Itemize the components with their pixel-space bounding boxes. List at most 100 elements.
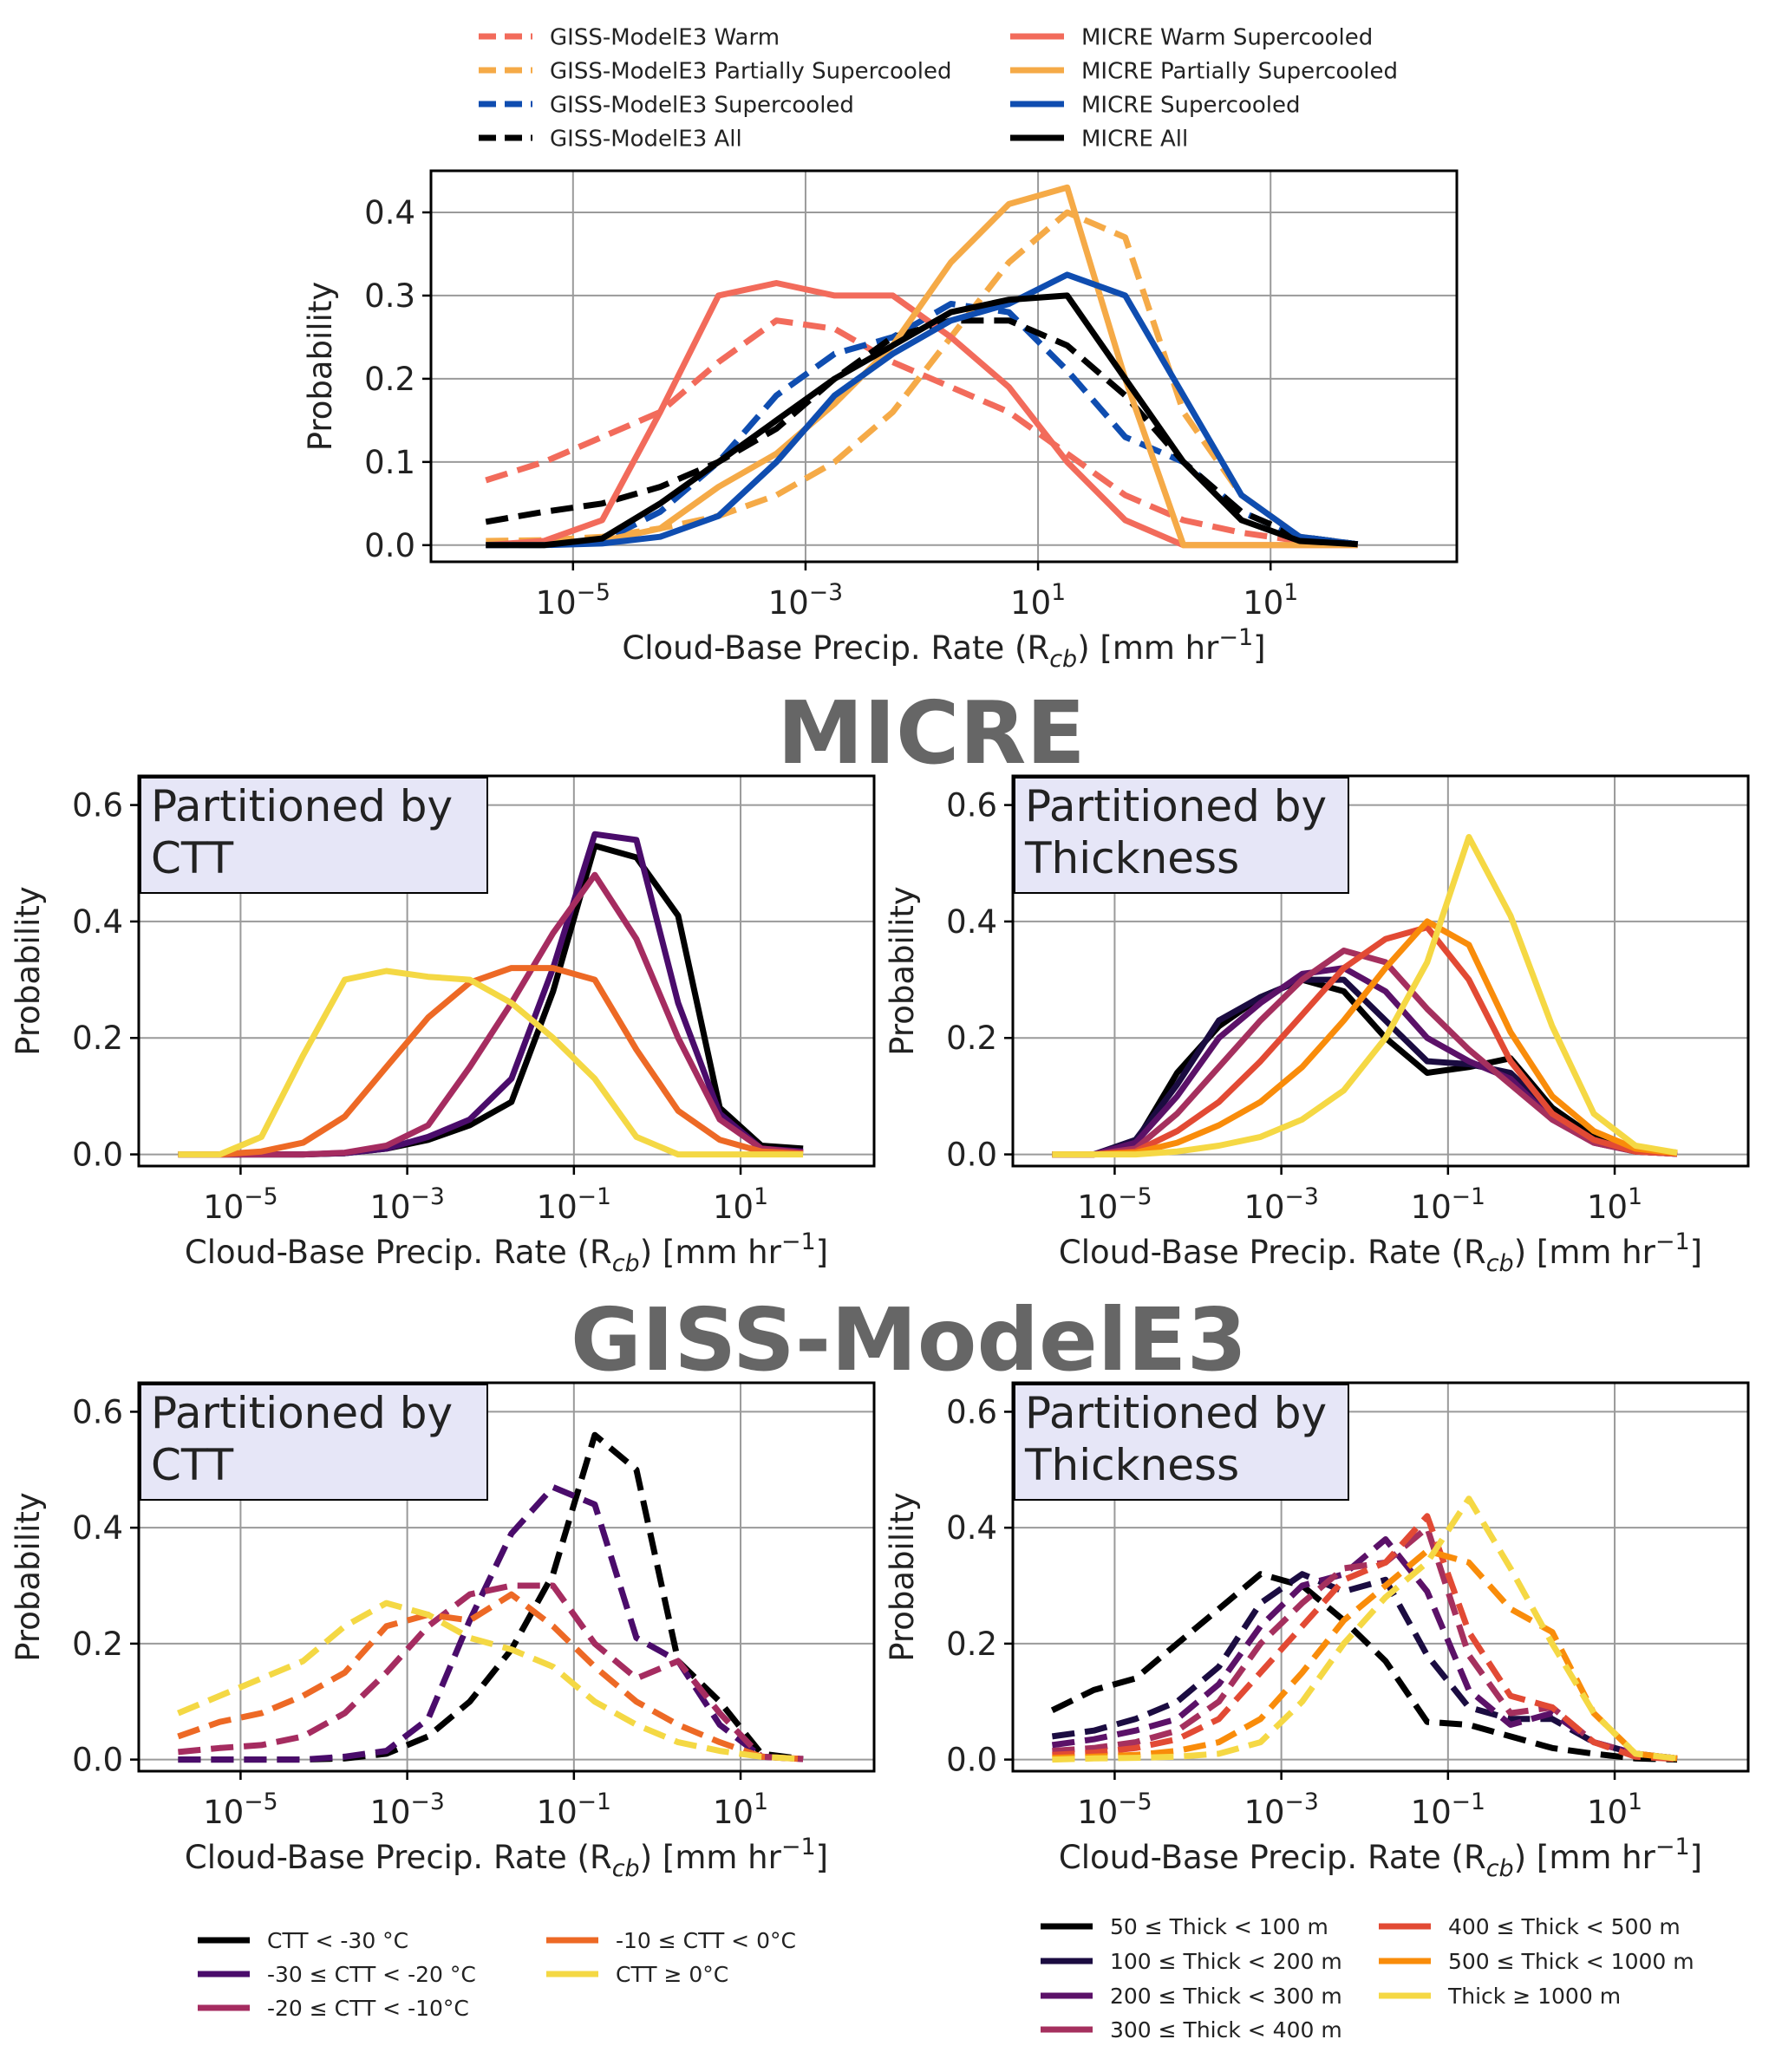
- y-tick-label: 0.6: [946, 787, 997, 824]
- y-tick-label: 0.1: [364, 444, 415, 481]
- x-tick-label: 101: [713, 1789, 768, 1831]
- partition-label-line: CTT: [151, 833, 234, 883]
- x-axis-label: Cloud-Base Precip. Rate (Rcb) [mm hr−1]: [185, 1834, 828, 1882]
- legend-entry: -20 ≤ CTT < -10°C: [198, 1996, 469, 2021]
- plot-frame: [429, 169, 1459, 564]
- y-axis-label: Probability: [10, 886, 47, 1056]
- legend-label: MICRE Warm Supercooled: [1081, 24, 1373, 50]
- chart-micre-thickness: 10−5 10−3 10−1 101 0.0 0.2 0.4 0.6 Cloud-Base Pr…: [884, 774, 1750, 1277]
- partition-label-line: Partitioned by: [1025, 1388, 1327, 1438]
- x-tick-label: 101: [713, 1183, 768, 1226]
- series-line: [1052, 924, 1678, 1158]
- legend-label: MICRE Partially Supercooled: [1081, 58, 1398, 84]
- x-tick-label: 10−3: [768, 579, 843, 622]
- legend-entry: MICRE Warm Supercooled: [1010, 24, 1373, 50]
- x-tick-label: 10−3: [1244, 1789, 1318, 1831]
- x-tick-label: 10−5: [536, 579, 610, 622]
- legend-label: 100 ≤ Thick < 200 m: [1110, 1949, 1342, 1974]
- legend-entry: 400 ≤ Thick < 500 m: [1379, 1914, 1681, 1939]
- x-tick-label: 101: [1587, 1183, 1642, 1226]
- legend-entry: -30 ≤ CTT < -20 °C: [198, 1962, 476, 1987]
- partition-label-line: Partitioned by: [151, 781, 453, 831]
- y-tick-label: 0.2: [946, 1020, 997, 1057]
- y-tick-label: 0.6: [72, 787, 123, 824]
- legend-entry: GISS-ModelE3 Warm: [479, 24, 780, 50]
- legend-label: GISS-ModelE3 Warm: [550, 24, 780, 50]
- legend-label: Thick ≥ 1000 m: [1447, 1984, 1621, 2009]
- legend-entry: MICRE All: [1010, 126, 1188, 152]
- x-tick-label: 10−3: [369, 1183, 444, 1226]
- partition-label-line: Partitioned by: [151, 1388, 453, 1438]
- chart-micre-ctt: 10−5 10−3 10−1 101 0.0 0.2 0.4 0.6 Cloud-Base Pr…: [10, 774, 876, 1277]
- y-axis-label: Probability: [10, 1492, 47, 1662]
- series-line: [178, 871, 804, 1158]
- series-line: [178, 968, 804, 1158]
- legend-entry: CTT < -30 °C: [198, 1928, 408, 1953]
- series-line: [485, 317, 1358, 548]
- x-tick-label: 10−1: [1411, 1789, 1485, 1831]
- series-line: [1052, 1547, 1678, 1762]
- plot-frame: [1011, 774, 1750, 1168]
- legend-entry: GISS-ModelE3 Supercooled: [479, 92, 854, 118]
- legend-entry: 500 ≤ Thick < 1000 m: [1379, 1949, 1694, 1974]
- y-tick-label: 0.0: [72, 1137, 123, 1174]
- partition-label-box: [140, 777, 488, 894]
- legend-label: 400 ≤ Thick < 500 m: [1448, 1914, 1681, 1939]
- y-axis-label: Probability: [884, 1492, 921, 1662]
- legend-label: GISS-ModelE3 All: [550, 126, 742, 152]
- x-tick-label: 101: [1243, 579, 1298, 622]
- series-line: [486, 292, 1358, 549]
- series-line: [177, 1600, 804, 1763]
- micre-section-title: MICRE: [777, 682, 1085, 784]
- x-tick-label: 101: [1587, 1789, 1642, 1831]
- legend-entry: MICRE Partially Supercooled: [1010, 58, 1398, 84]
- ctt-legend: CTT < -30 °C -30 ≤ CTT < -20 °C -20 ≤ CTT …: [198, 1928, 796, 2021]
- y-tick-label: 0.4: [72, 1509, 123, 1547]
- legend-entry: 50 ≤ Thick < 100 m: [1041, 1914, 1328, 1939]
- chart-giss-ctt: 10−5 10−3 10−1 101 0.0 0.2 0.4 0.6 Cloud-Base Pr…: [10, 1381, 876, 1882]
- partition-label-line: CTT: [151, 1440, 234, 1490]
- partition-label-line: Thickness: [1024, 833, 1239, 883]
- y-tick-label: 0.6: [946, 1393, 997, 1430]
- series-line: [486, 271, 1359, 549]
- partition-label-box: [1014, 1384, 1349, 1501]
- partition-label-line: Thickness: [1024, 1440, 1239, 1490]
- series-line: [178, 1483, 804, 1763]
- y-tick-label: 0.0: [364, 527, 415, 564]
- x-tick-label: 10−5: [1077, 1789, 1152, 1831]
- series-line: [1052, 834, 1678, 1158]
- partition-label-line: Partitioned by: [1025, 781, 1327, 831]
- series-line: [486, 184, 1358, 549]
- x-tick-label: 10−5: [1077, 1183, 1152, 1226]
- legend-label: -10 ≤ CTT < 0°C: [616, 1928, 796, 1953]
- y-tick-label: 0.2: [72, 1626, 123, 1663]
- plot-frame: [1011, 1381, 1750, 1773]
- y-tick-label: 0.4: [72, 903, 123, 941]
- x-tick-label: 10−3: [369, 1789, 444, 1831]
- series-line: [1052, 1513, 1678, 1763]
- y-tick-label: 0.2: [364, 361, 415, 398]
- thick-legend: 50 ≤ Thick < 100 m 100 ≤ Thick < 200 m 200…: [1041, 1914, 1694, 2043]
- series-line: [1052, 1495, 1678, 1763]
- x-tick-label: 10−1: [1411, 1183, 1485, 1226]
- legend-label: CTT < -30 °C: [267, 1928, 408, 1953]
- legend-entry: GISS-ModelE3 All: [479, 126, 742, 152]
- legend-label: MICRE All: [1081, 126, 1188, 152]
- legend-entry: CTT ≥ 0°C: [546, 1962, 728, 1987]
- series-line: [1052, 918, 1678, 1158]
- legend-entry: MICRE Supercooled: [1010, 92, 1300, 118]
- series-line: [178, 1582, 804, 1763]
- series-line: [178, 965, 804, 1158]
- y-tick-label: 0.0: [72, 1742, 123, 1779]
- y-tick-label: 0.2: [946, 1626, 997, 1663]
- y-tick-label: 0.4: [364, 194, 415, 231]
- y-tick-label: 0.4: [946, 903, 997, 941]
- legend-entry: 100 ≤ Thick < 200 m: [1041, 1949, 1342, 1974]
- giss-section-title: GISS-ModelE3: [571, 1289, 1247, 1391]
- y-tick-label: 0.6: [72, 1393, 123, 1430]
- legend-entry: GISS-ModelE3 Partially Supercooled: [479, 58, 952, 84]
- legend-entry: 200 ≤ Thick < 300 m: [1041, 1984, 1342, 2009]
- chart-giss-thickness: 10−5 10−3 10−1 101 0.0 0.2 0.4 0.6 Cloud-Base Pr…: [884, 1381, 1750, 1882]
- series-line: [177, 1591, 804, 1763]
- legend-label: 300 ≤ Thick < 400 m: [1110, 2017, 1342, 2043]
